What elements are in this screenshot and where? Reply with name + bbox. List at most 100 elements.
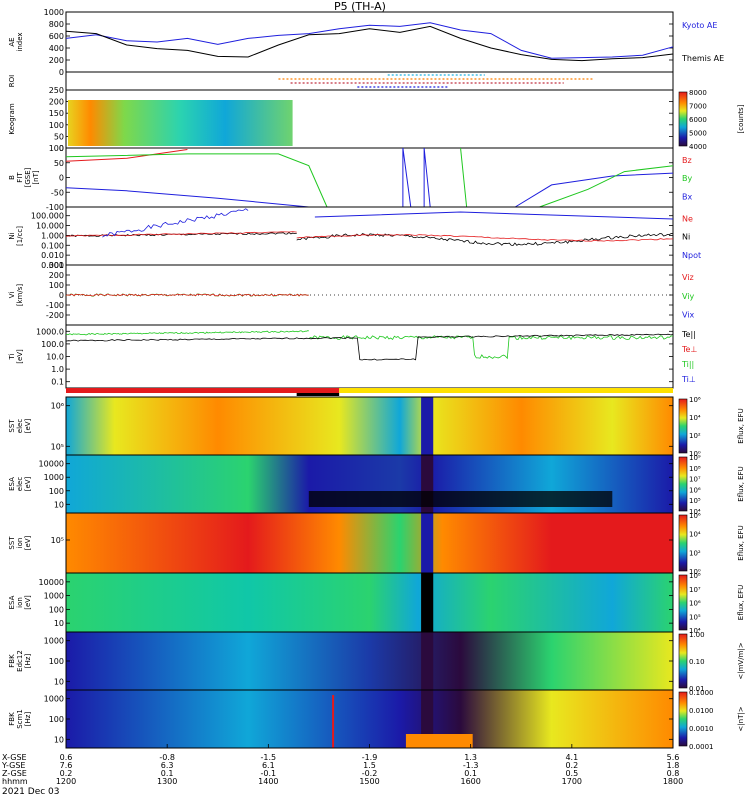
esa_e-ylabel: ESA [8,477,16,491]
xaxis-row-label-hhmm: hhmm [2,777,28,786]
xaxis-tick-label: 0.1 [161,769,174,778]
xaxis-row-label-z-gse: Z-GSE [2,769,27,778]
sst_e-colorbar-label: 10⁰ [689,450,701,458]
esa_i-colorbar-title: Eflux, EFU [737,585,745,620]
esa_i-tick-label: 1000 [44,592,64,601]
esa_e-dropout [308,491,613,507]
ni-series-ne [65,231,297,237]
xaxis-tick-label: -1.9 [362,753,378,762]
xaxis-tick-label: 4.1 [565,753,578,762]
xaxis-tick-label: 1800 [663,777,683,786]
fbk_e-colorbar [678,633,688,689]
ae-series-kyoto [65,22,674,59]
fbk_e-spectrogram [66,632,673,690]
esa_i-ylabel: ion [16,597,24,608]
bfit-ylabel: FIT [16,172,24,183]
bfit-tick-label: 100 [49,144,64,153]
esa_i-tick-label: 10 [54,619,64,628]
ni-tick-label: 1.000 [41,231,64,240]
fbk_b-low-freq-burst [405,734,473,748]
sst_i-ylabel: SST [8,536,16,550]
keogram-colorbar [678,91,688,147]
sst_e-colorbar-label: 10⁶ [689,396,701,404]
xaxis-tick-label: 1200 [56,777,76,786]
vi-tick-label: -200 [46,311,64,320]
xaxis-tick-label: 0.2 [60,769,73,778]
ni-legend-2: Npot [682,251,701,260]
sst_e-colorbar [678,398,688,454]
esa_e-tick-label: 1000 [44,473,64,482]
ti-legend-3: Ti⊥ [681,375,696,384]
esa_e-colorbar-label: 10⁵ [689,497,701,505]
xaxis-row-label-y-gse: Y-GSE [1,761,25,770]
xaxis-tick-label: 1300 [157,777,177,786]
vi-frame [65,264,674,326]
sst_i-colorbar [678,514,688,572]
xaxis-tick-label: 0.5 [565,769,578,778]
ae-tick-label: 600 [49,32,64,41]
ae-tick-label: 0 [59,68,64,77]
fbk_b-ylabel: FBK [8,712,16,726]
fbk_e-colorbar-title: <|mV/m|> [737,642,745,679]
esa_e-colorbar-label: 10⁹ [689,454,701,462]
xaxis-tick-label: -1.5 [261,753,277,762]
esa_i-colorbar-label: 10⁵ [689,613,701,621]
ni-series-npot-late [314,211,674,220]
fbk_e-tick-label: 10 [54,677,64,686]
mode-strip-yellow [339,388,673,393]
sst_i-ylabel: [eV] [24,535,32,550]
fbk_b-colorbar-title: <|nT|> [737,706,745,731]
fbk_b-colorbar-label: 0.1000 [689,689,714,697]
fbk_e-tick-label: 1000 [44,637,64,646]
sst_i-spectrogram [66,513,673,573]
ni-tick-label: 0.001 [41,261,64,270]
ni-tick-label: 10.000 [36,222,64,231]
bfit-legend-0: Bz [682,156,692,165]
ti-tick-label: 100.0 [41,340,64,349]
fbk_e-ylabel: [Hz] [24,654,32,669]
esa_i-colorbar-label: 10⁷ [689,586,701,594]
esa_e-colorbar-label: 10⁷ [689,476,701,484]
fbk_b-colorbar-label: 0.0001 [689,743,714,751]
bfit-ylabel: [GSE] [24,167,32,187]
fbk_e-colorbar-label: 0.10 [689,658,705,666]
mode-strip-black [296,393,340,396]
vi-ylabel: Vi [8,292,16,299]
esa_i-colorbar-label: 10⁶ [689,600,701,608]
ti-tick-label: 0.1 [51,378,64,387]
ti-tick-label: 1000.0 [36,327,64,336]
keogram-tick-label: 200 [49,98,64,107]
xaxis-tick-label: 1500 [359,777,379,786]
ti-legend-1: Te⊥ [681,345,697,354]
fbk_b-colorbar-label: 0.0010 [689,725,714,733]
esa_e-ylabel: elec [16,477,24,492]
ti-ylabel: Ti [8,353,16,360]
sst_e-ylabel: elec [16,419,24,434]
bfit-spike-0 [402,147,412,208]
fbk_b-colorbar-label: 0.0100 [689,707,714,715]
ti-legend-2: Ti|| [681,360,694,369]
sst_i-colorbar-label: 10⁴ [689,531,701,539]
bfit-tick-label: -100 [46,203,64,212]
esa_e-tick-label: 10 [54,500,64,509]
bfit-spike-green [460,147,468,208]
sst_i-event-band [421,513,434,573]
xaxis-tick-label: 1700 [562,777,582,786]
fbk_e-event-band [421,632,434,690]
bfit-series-bx [65,187,309,208]
ti-ylabel: [eV] [16,349,24,364]
keogram-ylabel: Keogram [8,103,16,134]
keogram-tick-label: 100 [49,121,64,130]
vi-tick-label: 0 [59,291,64,300]
fbk_b-tick-label: 10 [54,735,64,744]
sst_e-colorbar-label: 10⁴ [689,414,701,422]
vi-tick-label: 200 [49,271,64,280]
bfit-tick-label: -50 [51,188,64,197]
xaxis-tick-label: -0.1 [261,769,277,778]
xaxis-tick-label: 5.6 [667,753,680,762]
keogram-tick-label: 250 [49,86,64,95]
keogram-colorbar-label: 4000 [689,143,707,151]
esa_e-colorbar [678,456,688,512]
xaxis-tick-label: -1.3 [463,761,479,770]
keogram-colorbar-label: 8000 [689,89,707,97]
